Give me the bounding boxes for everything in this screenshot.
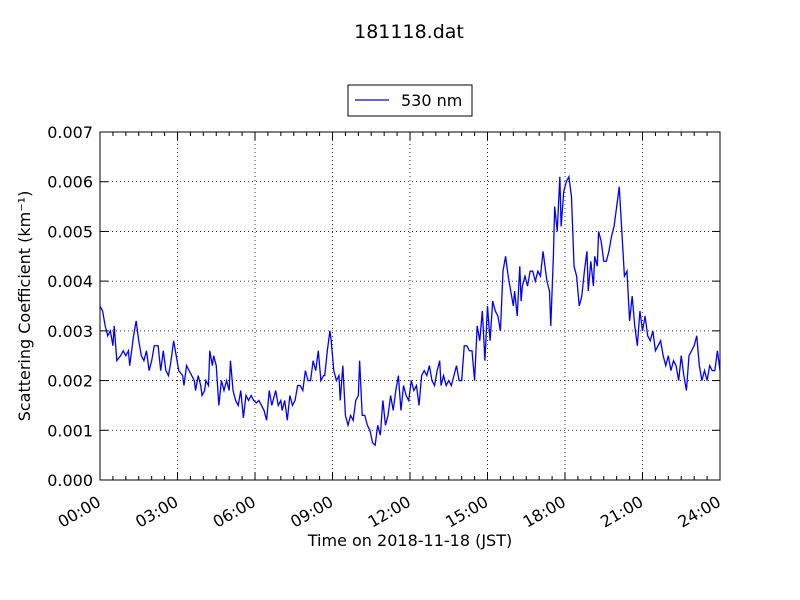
x-tick-label: 21:00 [597,492,646,532]
y-tick-labels: 0.000 0.001 0.002 0.003 0.004 0.005 0.006 0.007 [47,123,93,490]
y-tick-label: 0.003 [47,322,93,341]
y-tick-label: 0.002 [47,372,93,391]
y-tick-label: 0.000 [47,471,93,490]
x-tick-label: 03:00 [132,492,181,532]
x-tick-label: 00:00 [55,492,104,532]
y-tick-label: 0.001 [47,421,93,440]
x-tick-label: 12:00 [365,492,414,532]
axis-ticks [99,131,721,481]
x-tick-label: 06:00 [210,492,259,532]
legend: 530 nm [347,84,473,117]
x-axis-label: Time on 2018-11-18 (JST) [307,531,512,550]
x-tick-label: 09:00 [287,492,336,532]
grid-lines [100,132,720,480]
y-tick-label: 0.005 [47,222,93,241]
y-axis-label: Scattering Coefficient (km⁻¹) [15,191,34,422]
y-tick-label: 0.004 [47,272,93,291]
series-line-530nm [99,174,721,447]
y-tick-label: 0.006 [47,173,93,192]
x-tick-labels: 00:00 03:00 06:00 09:00 12:00 15:00 18:00 21:00… [55,492,724,532]
x-tick-label: 24:00 [675,492,724,532]
chart-title: 181118.dat [354,21,464,43]
legend-label-530nm: 530 nm [401,91,462,110]
y-tick-label: 0.007 [47,123,93,142]
x-tick-label: 18:00 [520,492,569,532]
x-tick-label: 15:00 [442,492,491,532]
